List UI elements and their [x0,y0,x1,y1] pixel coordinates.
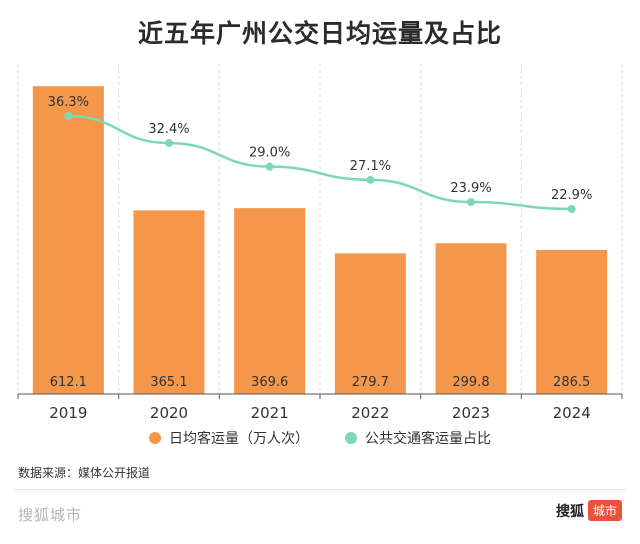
legend-bar-label: 日均客运量（万人次） [169,431,309,447]
bar [32,86,104,394]
bar-value-label: 286.5 [553,375,590,390]
footer-brand-badge: 城市 [587,500,622,521]
bar [536,249,608,394]
legend: 日均客运量（万人次） 公共交通客运量占比 [0,428,640,448]
share-point [165,139,173,148]
bar-value-label: 612.1 [50,375,87,390]
x-axis-ticks: 2019 2020 2021 2022 2023 2024 [17,394,623,422]
bar [435,243,507,394]
bar [234,208,306,394]
bar-value-label: 369.6 [251,375,288,390]
share-line [68,114,572,211]
x-tick-label: 2024 [553,404,591,422]
share-point [265,162,274,171]
x-tick-label: 2021 [251,404,289,422]
bar-value-label: 365.1 [150,375,187,390]
share-point [366,175,375,184]
bar-value-label: 299.8 [452,375,489,390]
footer-brand-left: 搜狐城市 [18,506,83,524]
bar [133,210,205,394]
share-point [567,205,576,213]
footer-brand-text: 搜狐 [555,503,584,520]
share-value-label: 23.9% [450,181,491,196]
grid-lines [17,64,623,394]
bar-value-label: 279.7 [352,375,389,390]
footer-brand-right: 搜狐 城市 [556,500,622,521]
share-value-label: 32.4% [148,122,189,137]
share-point [64,112,73,120]
share-value-label: 29.0% [249,146,290,161]
x-tick-label: 2020 [150,404,188,422]
x-tick-label: 2019 [49,404,87,422]
bars: 612.1 365.1 369.6 279.7 299.8 286.5 [32,86,608,394]
share-point [467,198,475,207]
legend-item-bar: 日均客运量（万人次） [149,428,309,448]
legend-bar-swatch [149,432,161,444]
footer-divider [14,489,626,490]
chart-area: 612.1 365.1 369.6 279.7 299.8 286.5 36.3% 32.4… [17,64,623,422]
share-value-label: 27.1% [350,159,391,174]
share-value-label: 22.9% [551,188,592,203]
data-source-note: 数据来源：媒体公开报道 [18,466,151,480]
legend-item-line: 公共交通客运量占比 [345,428,491,448]
x-tick-label: 2022 [351,404,389,422]
chart-title: 近五年广州公交日均运量及占比 [137,19,502,48]
legend-line-swatch [345,432,357,444]
share-value-label: 36.3% [48,95,89,110]
legend-line-label: 公共交通客运量占比 [365,431,491,447]
share-line-series: 36.3% 32.4% 29.0% 27.1% 23.9% 22.9% [48,95,592,213]
bar [334,253,406,394]
x-tick-label: 2023 [452,404,490,422]
